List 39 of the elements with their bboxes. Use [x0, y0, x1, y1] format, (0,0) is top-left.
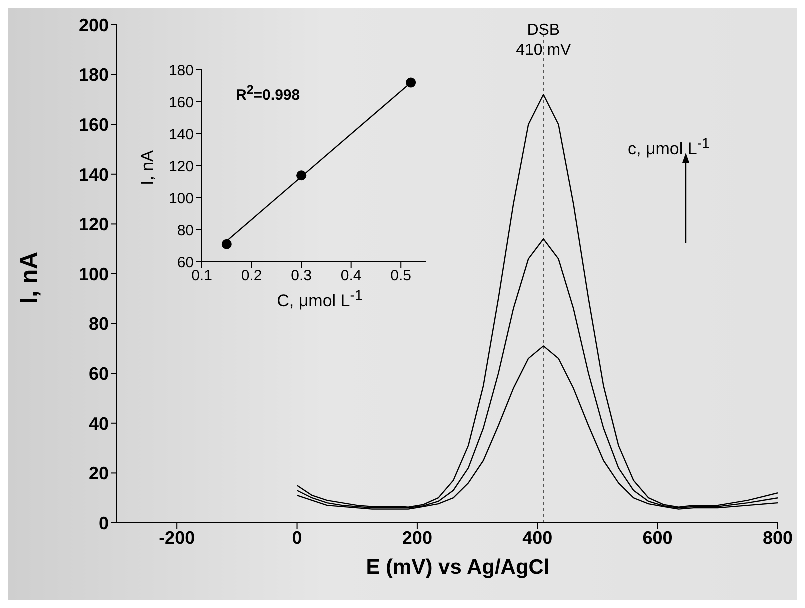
x-axis-title: C, μmol L$^{-1}$: [276, 288, 364, 312]
x-tick-label: 0.5: [390, 268, 412, 285]
x-tick-label: 0.4: [340, 268, 362, 285]
y-axis-title: I, nA: [138, 150, 158, 186]
point: [296, 170, 307, 181]
x-tick-label: 800: [762, 528, 794, 548]
y-tick-label: 140: [78, 164, 109, 185]
x-tick-label: 600: [642, 528, 673, 548]
ref-line-label: DSB 410 mV: [516, 22, 572, 59]
y-tick-label: 80: [177, 222, 194, 240]
x-tick-label: 200: [402, 528, 432, 548]
x-tick-label: 0.1: [192, 268, 212, 285]
y-tick-label: 120: [168, 158, 194, 176]
x-tick-label: -200: [159, 528, 196, 548]
y-tick-label: 60: [88, 364, 109, 384]
y-tick-label: 200: [78, 15, 109, 36]
annotation: c, μmol L$^{-1}$: [628, 136, 710, 160]
x-axis-title: E (mV) vs Ag/AgCl: [365, 556, 551, 580]
y-tick-label: 180: [78, 65, 109, 86]
y-tick-label: 60: [177, 254, 194, 272]
y-tick-label: 160: [168, 94, 194, 112]
x-tick-label: 400: [522, 528, 553, 548]
x-tick-label: 0: [292, 528, 302, 548]
y-tick-label: 100: [78, 264, 109, 284]
y-tick-label: 160: [78, 114, 109, 135]
x-tick-label: 0.3: [291, 268, 312, 285]
y-tick-label: 120: [78, 214, 109, 235]
y-tick-label: 20: [88, 464, 109, 484]
y-tick-label: 80: [88, 314, 109, 334]
y-tick-label: 180: [168, 62, 194, 80]
y-tick-label: 40: [88, 414, 109, 434]
point: [406, 78, 416, 88]
y-tick-label: 140: [168, 126, 194, 144]
point: [222, 239, 232, 250]
annotation: R$^{2}$=0.998: [236, 83, 300, 104]
y-tick-label: 100: [168, 190, 194, 208]
y-tick-label: 0: [98, 513, 109, 534]
x-tick-label: 0.2: [241, 268, 262, 285]
y-axis-title: I, nA: [16, 252, 44, 304]
